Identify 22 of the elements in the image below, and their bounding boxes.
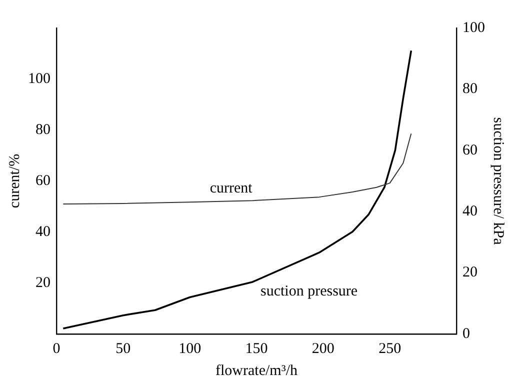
x-tick-label: 150 xyxy=(245,340,268,357)
y-tick-label: 40 xyxy=(36,224,50,240)
y-tick-label: 60 xyxy=(36,172,50,189)
y2-axis-title: suction pressure/ kPa xyxy=(490,117,506,246)
y-axis-title: curent/% xyxy=(6,154,23,208)
x-axis-title: flowrate/m³/h xyxy=(216,362,298,379)
y2-tick-label: 40 xyxy=(462,204,478,220)
y2-tick-label: 20 xyxy=(462,264,478,281)
x-tick-label: 100 xyxy=(178,340,202,357)
y2-tick-label: 0 xyxy=(462,326,470,342)
y-tick-label: 100 xyxy=(28,70,50,87)
x-tick-label: 50 xyxy=(116,340,131,357)
series-label: suction pressure xyxy=(260,283,358,300)
y-tick-label: 80 xyxy=(36,122,50,138)
y2-tick-label: 100 xyxy=(462,20,485,36)
y-tick-label: 20 xyxy=(36,274,50,291)
x-tick-label: 0 xyxy=(52,340,60,357)
y2-tick-label: 80 xyxy=(462,81,478,98)
y2-tick-label: 60 xyxy=(462,142,478,158)
series-label: current xyxy=(210,180,254,197)
x-tick-label: 200 xyxy=(312,340,334,357)
x-tick-label: 250 xyxy=(378,340,402,357)
